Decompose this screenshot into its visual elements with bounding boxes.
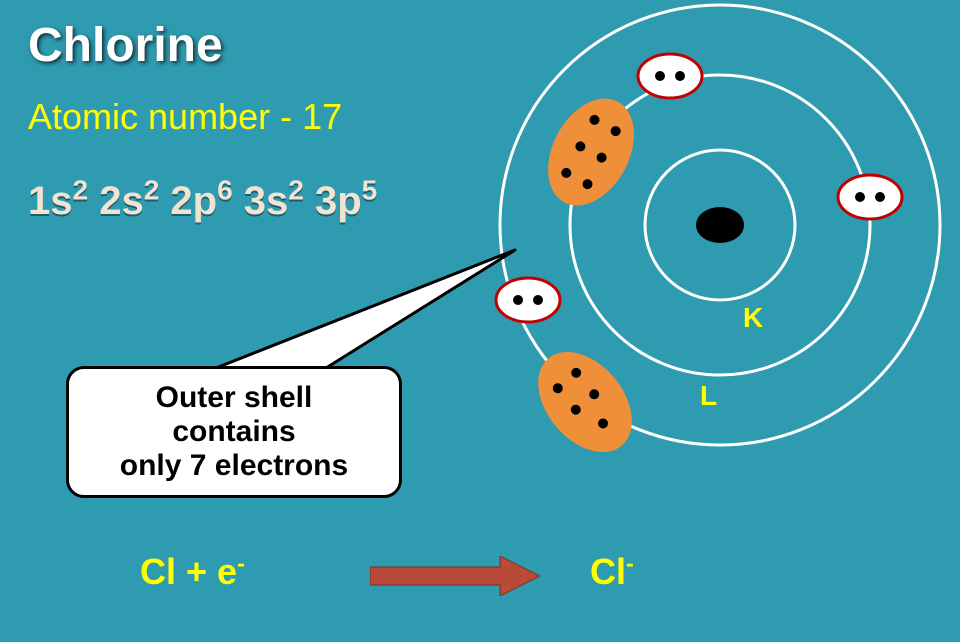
arrow-icon [370, 556, 540, 596]
equation-lhs: Cl + e- [140, 550, 245, 593]
callout-line2: only 7 electrons [97, 449, 371, 483]
callout-box: Outer shell contains only 7 electrons [66, 366, 402, 498]
callout-line1: Outer shell contains [97, 381, 371, 449]
shell-l-label: L [700, 380, 717, 412]
equation-rhs: Cl- [590, 550, 634, 593]
shell-k-label: K [743, 302, 763, 334]
atom-diagram [0, 0, 960, 642]
